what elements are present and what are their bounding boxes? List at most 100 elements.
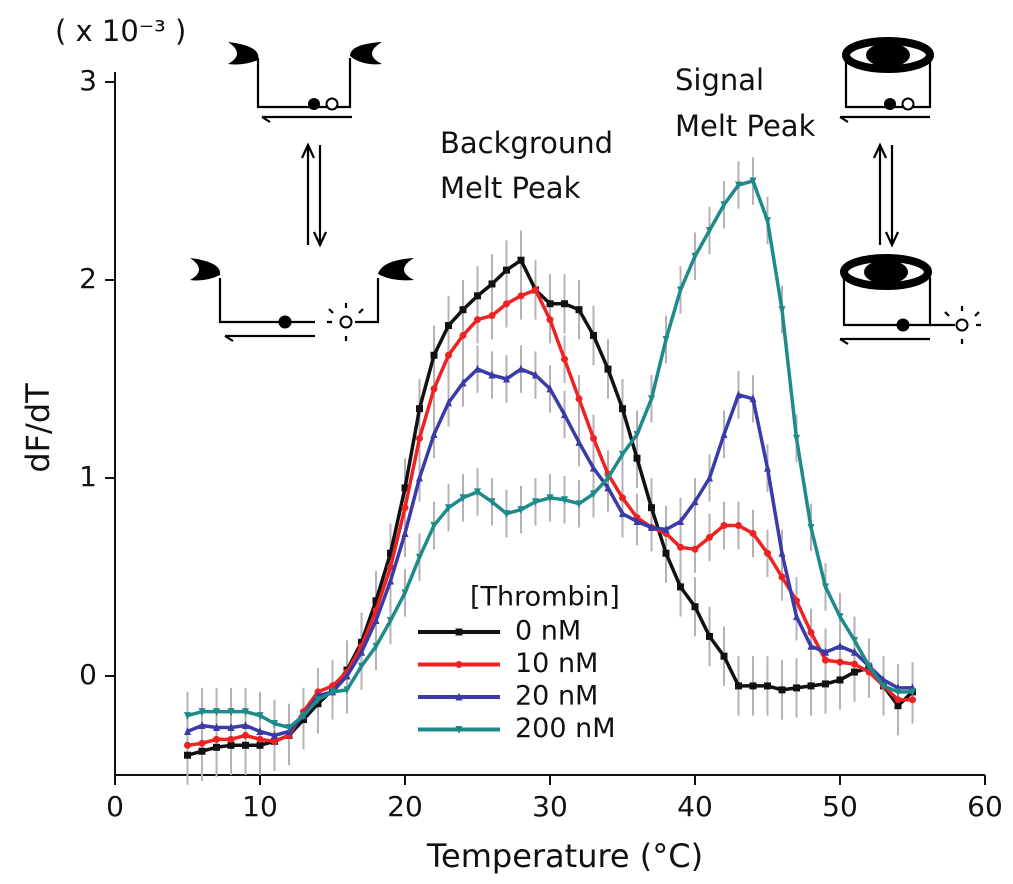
marker <box>677 583 684 591</box>
marker <box>822 583 829 592</box>
marker <box>459 331 467 339</box>
marker <box>894 702 902 710</box>
marker <box>909 696 916 704</box>
marker <box>619 405 626 413</box>
marker <box>546 300 554 308</box>
marker <box>488 370 496 379</box>
marker <box>416 473 423 482</box>
marker <box>590 434 597 442</box>
marker <box>604 365 612 373</box>
marker <box>358 647 365 656</box>
marker <box>764 463 771 472</box>
marker <box>445 322 452 330</box>
marker <box>503 374 510 383</box>
marker <box>213 743 220 751</box>
marker <box>242 741 249 749</box>
marker <box>735 682 742 690</box>
x-tick-label: 10 <box>242 790 278 823</box>
marker <box>184 741 191 749</box>
marker <box>749 529 757 537</box>
marker <box>459 306 467 314</box>
marker <box>546 384 554 393</box>
marker <box>445 504 452 513</box>
marker <box>213 722 220 731</box>
marker <box>271 720 278 729</box>
marker <box>372 597 380 605</box>
marker <box>455 628 463 636</box>
marker <box>575 437 583 446</box>
marker <box>285 723 293 732</box>
marker <box>184 726 191 735</box>
marker <box>517 292 525 300</box>
marker <box>198 708 206 717</box>
marker <box>662 335 670 344</box>
marker <box>793 434 800 443</box>
y-tick-label: 3 <box>79 64 97 97</box>
marker <box>546 316 554 324</box>
marker <box>720 652 728 660</box>
marker <box>488 312 496 320</box>
marker <box>256 712 264 721</box>
marker <box>677 286 684 295</box>
marker <box>894 696 902 704</box>
marker <box>532 498 539 507</box>
x-axis-title: Temperature (°C) <box>426 837 703 875</box>
marker <box>198 739 206 747</box>
marker <box>256 735 264 743</box>
marker <box>894 688 902 697</box>
marker <box>851 660 858 668</box>
marker <box>836 613 844 622</box>
marker <box>764 682 771 690</box>
marker <box>735 522 742 530</box>
x-tick-label: 40 <box>677 790 713 823</box>
schematic <box>190 37 981 345</box>
marker <box>227 741 235 749</box>
marker <box>546 494 554 503</box>
marker <box>648 395 655 404</box>
marker <box>227 722 235 731</box>
marker <box>561 355 568 363</box>
marker <box>455 726 463 734</box>
marker <box>677 517 684 526</box>
y-axis-title: dF/dT <box>19 383 57 473</box>
marker <box>430 522 438 531</box>
marker <box>619 450 626 459</box>
x-tick-label: 50 <box>822 790 858 823</box>
marker <box>430 351 438 359</box>
marker <box>503 300 510 308</box>
marker <box>909 688 916 697</box>
marker <box>851 647 858 656</box>
marker <box>343 671 351 680</box>
legend-title: [Thrombin] <box>470 582 620 613</box>
marker <box>662 549 670 557</box>
marker <box>387 576 394 585</box>
marker <box>242 708 249 717</box>
marker <box>503 510 510 519</box>
marker <box>575 500 583 509</box>
marker <box>836 676 844 684</box>
y-tick-label: 0 <box>79 658 97 691</box>
marker <box>662 524 670 533</box>
x-tick-label: 60 <box>967 790 1003 823</box>
marker <box>749 177 757 186</box>
marker <box>807 524 815 532</box>
marker <box>387 617 394 626</box>
marker <box>822 680 829 688</box>
marker <box>242 721 249 729</box>
marker <box>648 523 655 531</box>
marker <box>604 474 612 483</box>
marker <box>198 747 206 755</box>
marker <box>184 751 191 759</box>
marker <box>691 545 699 553</box>
marker <box>851 636 858 645</box>
marker <box>807 682 815 690</box>
marker <box>343 686 351 695</box>
marker <box>793 612 800 621</box>
marker <box>749 394 757 403</box>
marker <box>532 286 539 294</box>
marker <box>416 405 423 413</box>
marker <box>822 656 829 664</box>
x-tick-label: 30 <box>532 790 568 823</box>
y-tick-label: 2 <box>79 262 97 295</box>
marker <box>590 490 597 499</box>
